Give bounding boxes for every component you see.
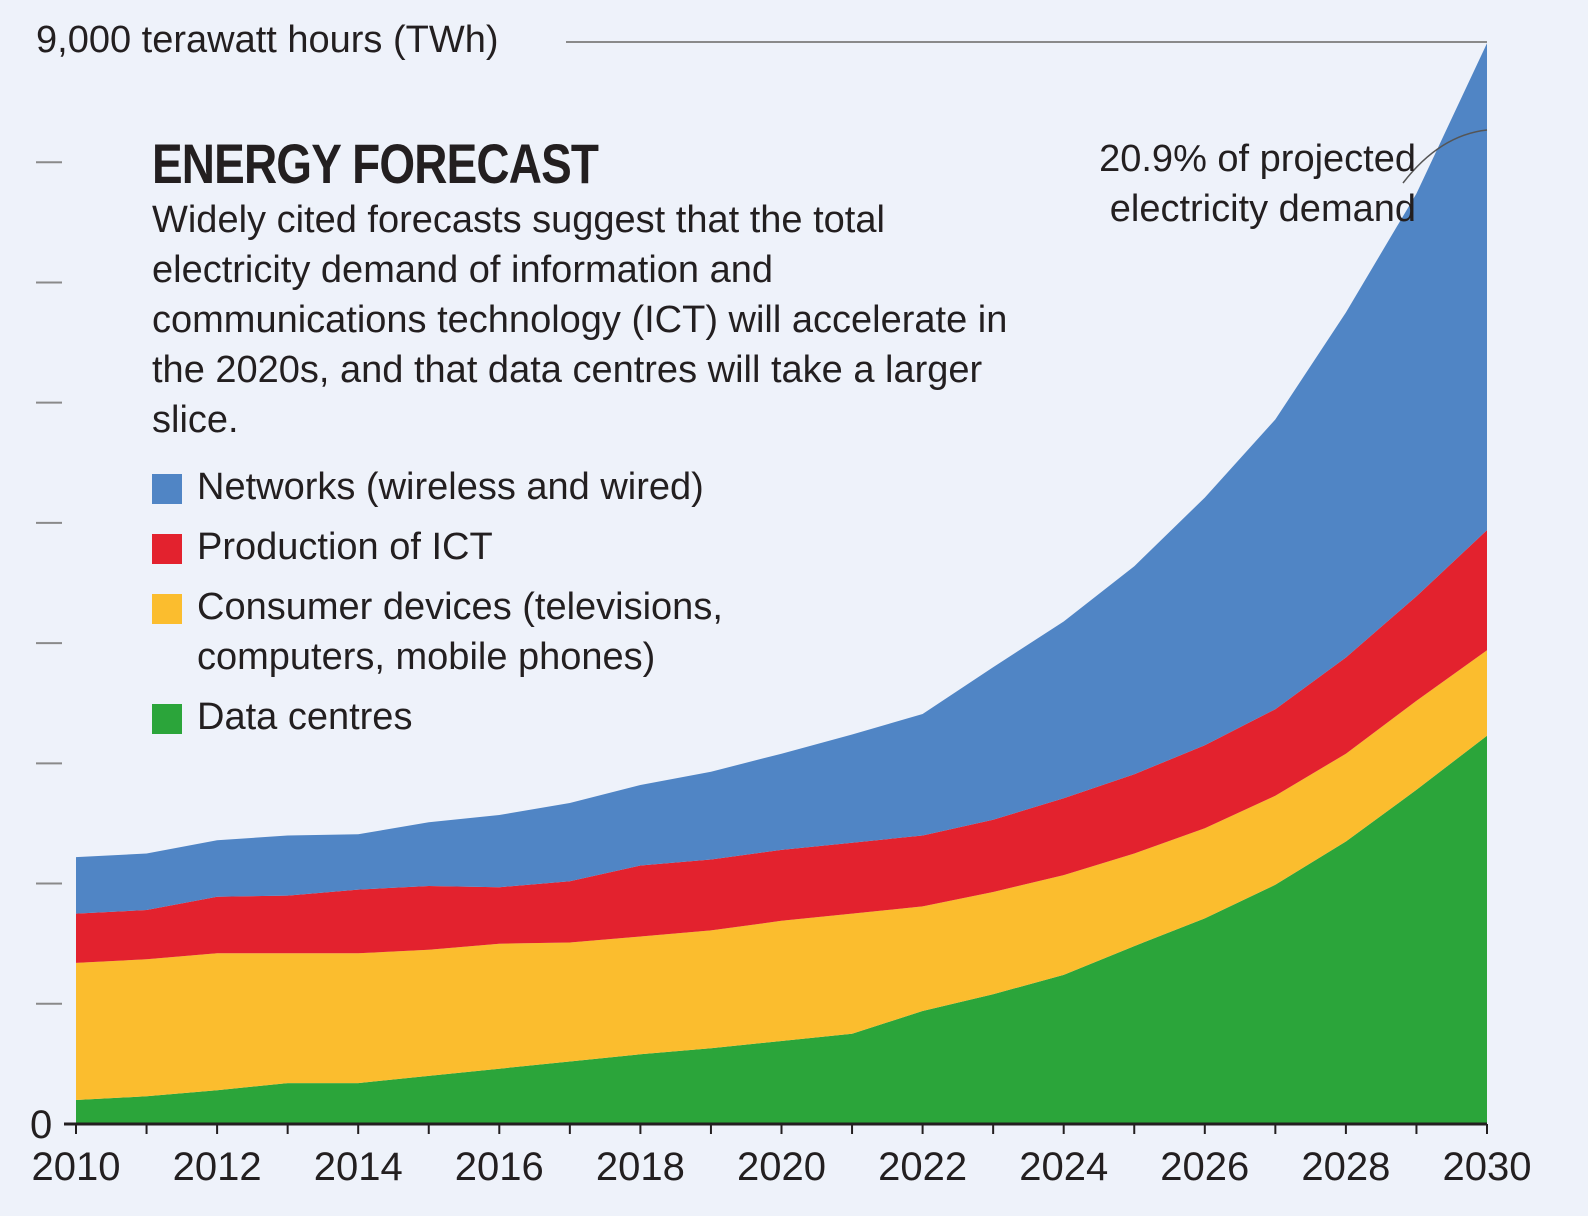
x-tick-label-2016: 2016 — [455, 1145, 544, 1189]
x-tick-label-2020: 2020 — [737, 1145, 826, 1189]
x-tick-label-2024: 2024 — [1019, 1145, 1108, 1189]
legend-label-production: Production of ICT — [197, 526, 493, 568]
legend-swatch-data-centres — [152, 704, 182, 734]
legend: Networks (wireless and wired) Production… — [152, 462, 852, 752]
x-tick-label-2018: 2018 — [596, 1145, 685, 1189]
area-production — [76, 530, 1487, 963]
x-tick-label-2012: 2012 — [173, 1145, 262, 1189]
y-axis-max-label: 9,000 terawatt hours (TWh) — [36, 19, 499, 61]
legend-item-consumer-devices: Consumer devices (televisions, computers… — [152, 582, 837, 682]
legend-swatch-production — [152, 534, 182, 564]
x-tick-label-2022: 2022 — [878, 1145, 967, 1189]
x-tick-label-2030: 2030 — [1443, 1145, 1532, 1189]
area-consumer — [76, 650, 1487, 1100]
annotation-20-9-percent: 20.9% of projected electricity demand — [1099, 138, 1416, 230]
legend-swatch-consumer-devices — [152, 594, 182, 624]
area-layers — [76, 43, 1487, 1124]
x-tick-label-2010: 2010 — [32, 1145, 121, 1189]
area-data — [76, 735, 1487, 1124]
x-tick-label-2014: 2014 — [314, 1145, 403, 1189]
legend-item-networks: Networks (wireless and wired) — [152, 462, 852, 512]
x-tick-label-2028: 2028 — [1301, 1145, 1390, 1189]
area-networks — [76, 43, 1487, 914]
legend-label-networks: Networks (wireless and wired) — [197, 466, 704, 508]
y-axis-ticks: 0 — [30, 161, 62, 1147]
chart-description: Widely cited forecasts suggest that the … — [152, 199, 1008, 441]
chart-title: ENERGY FORECAST — [152, 132, 599, 195]
x-tick-label-2026: 2026 — [1160, 1145, 1249, 1189]
y-tick-label-0: 0 — [30, 1103, 52, 1147]
x-axis: 2010 2012 2014 2016 2018 2020 2022 2024 2026 2028… — [32, 1122, 1532, 1189]
legend-label-data-centres: Data centres — [197, 696, 413, 738]
legend-label-consumer-devices: Consumer devices (televisions, computers… — [197, 586, 723, 678]
legend-swatch-networks — [152, 474, 182, 504]
legend-item-production: Production of ICT — [152, 522, 852, 572]
legend-item-data-centres: Data centres — [152, 692, 852, 742]
annotation-leader-line — [1402, 129, 1488, 184]
